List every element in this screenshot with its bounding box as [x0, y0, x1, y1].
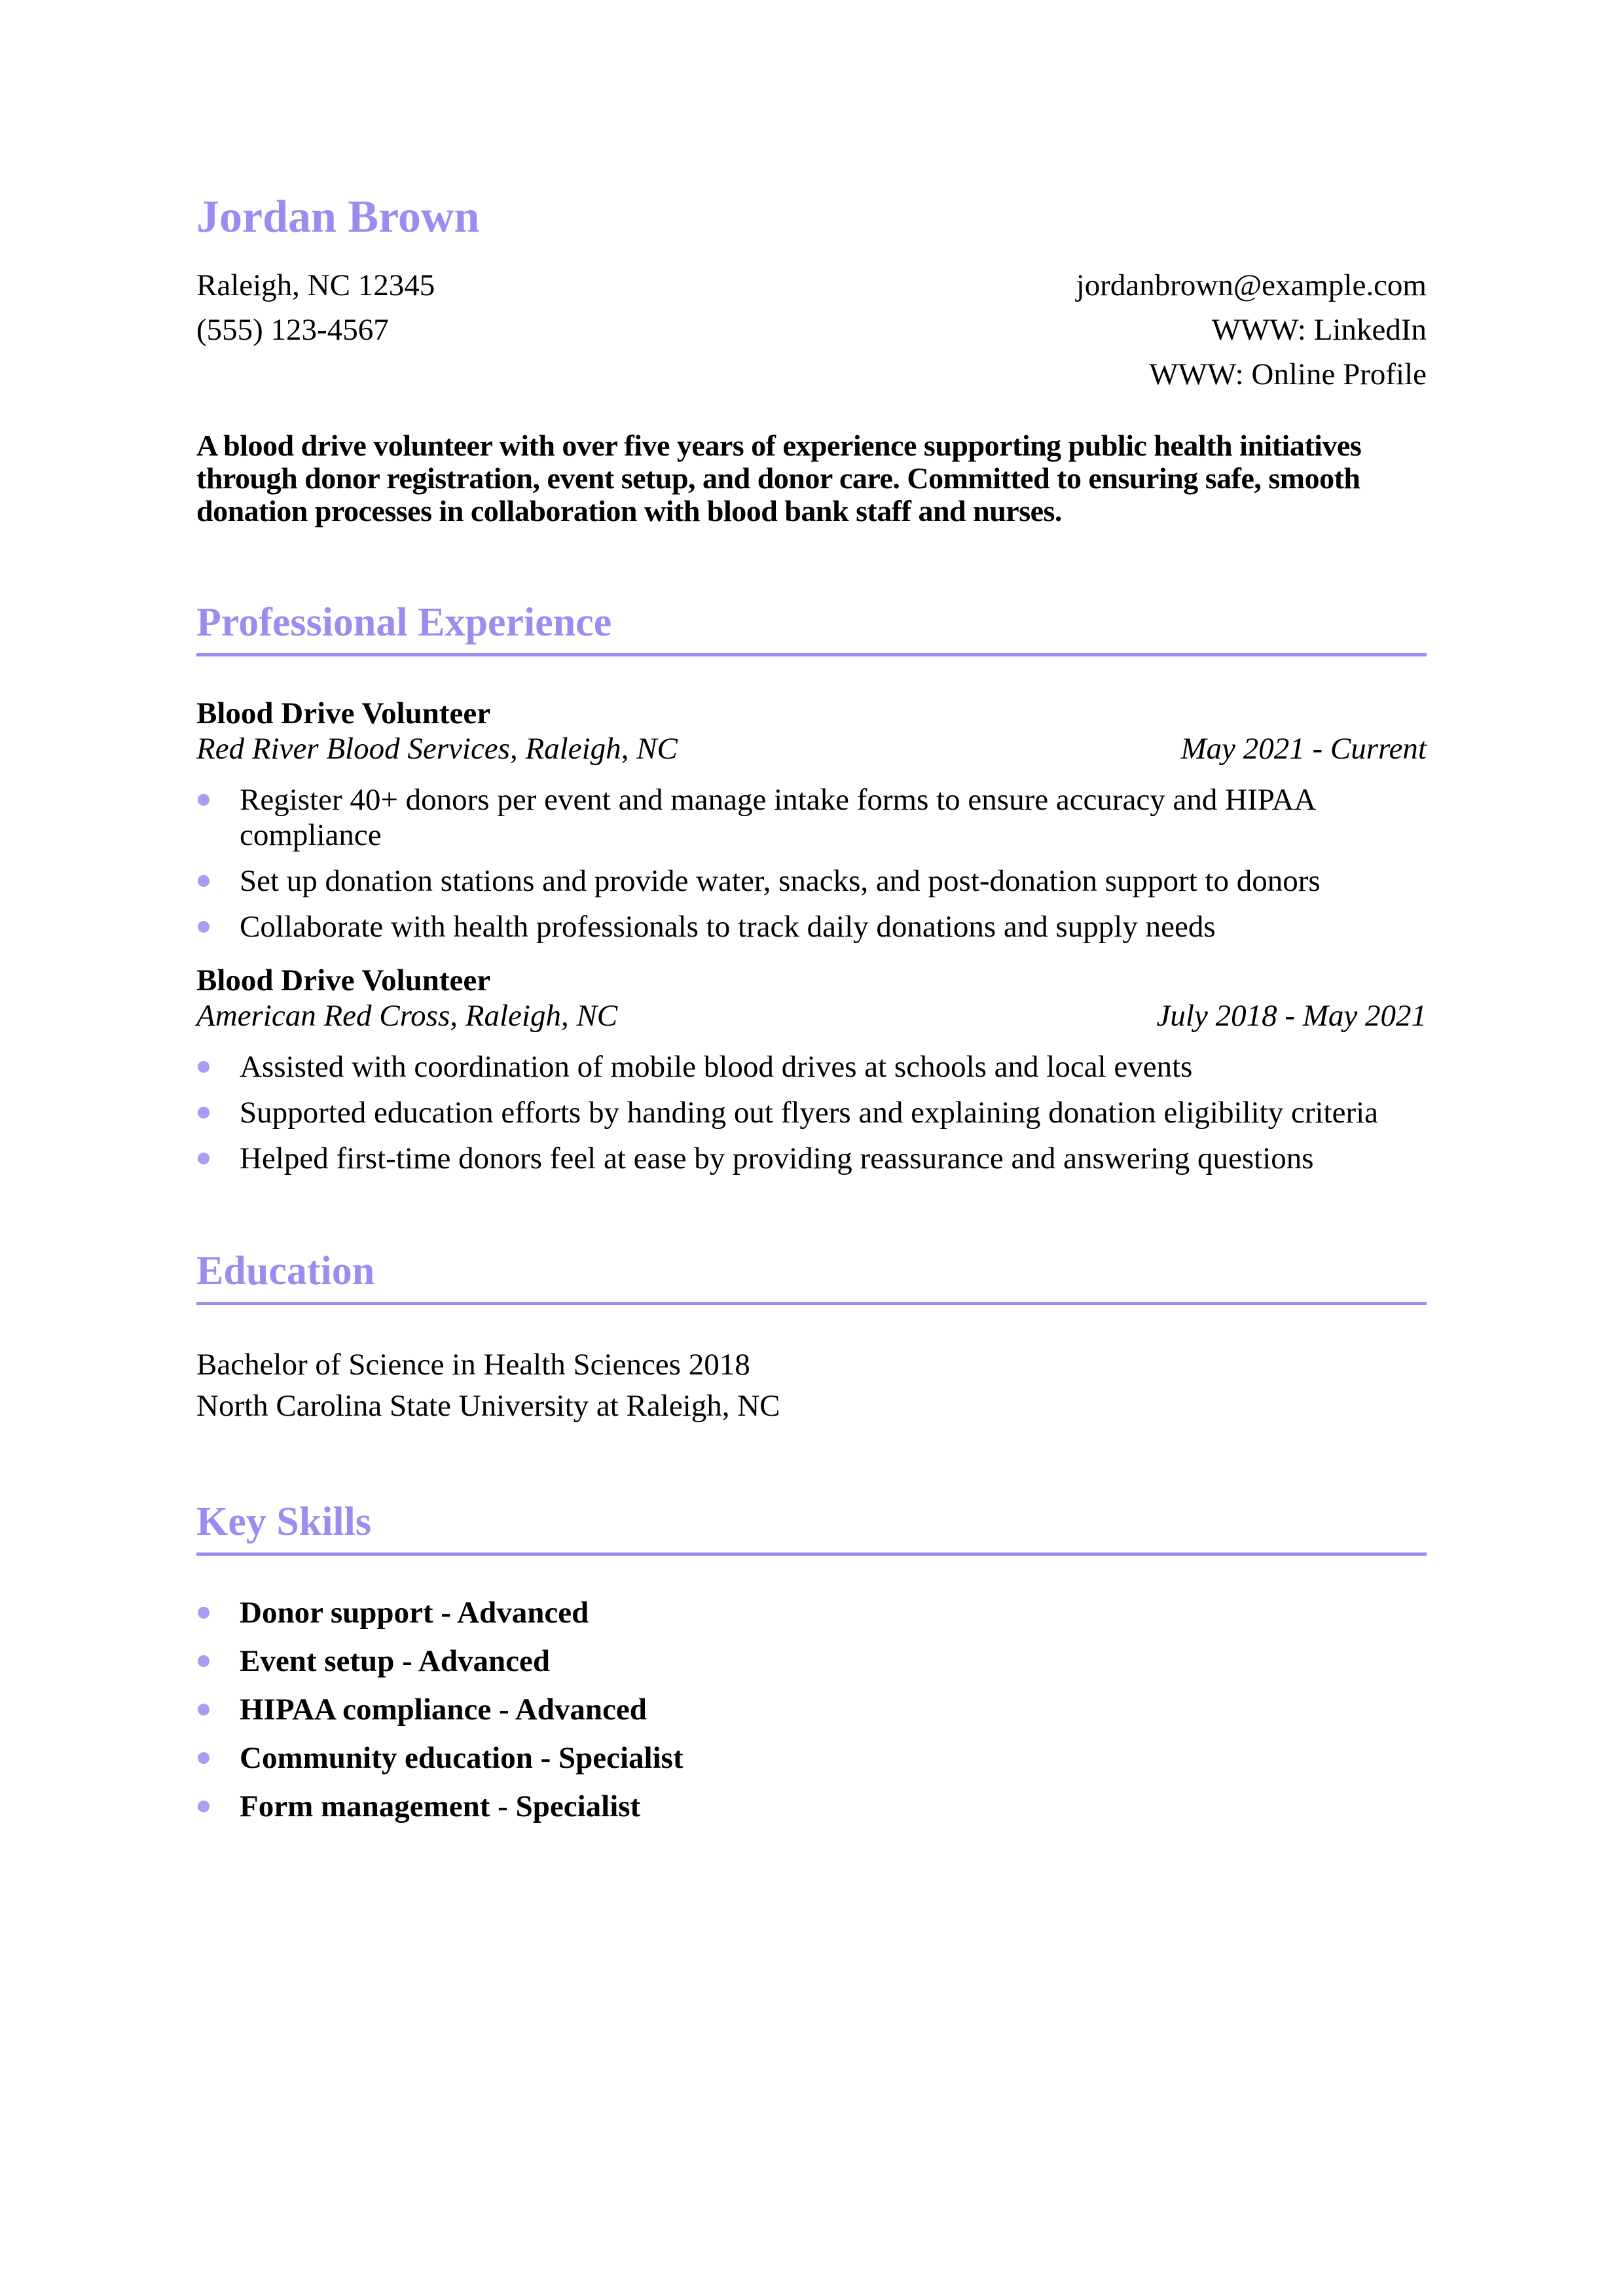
- skill-item: Form management - Specialist: [196, 1789, 1427, 1824]
- job-title: Blood Drive Volunteer: [196, 696, 491, 730]
- job-bullet-list: Assisted with coordination of mobile blo…: [196, 1049, 1427, 1176]
- contact-linkedin: WWW: LinkedIn: [1211, 313, 1427, 347]
- skill-item: Community education - Specialist: [196, 1740, 1427, 1776]
- job-bullet: Collaborate with health professionals to…: [196, 909, 1427, 944]
- job-dates: July 2018 - May 2021: [1156, 999, 1427, 1033]
- contact-location: Raleigh, NC 12345: [196, 268, 435, 302]
- education-school: North Carolina State University at Ralei…: [196, 1389, 780, 1423]
- job-bullet: Helped first-time donors feel at ease by…: [196, 1141, 1427, 1176]
- contact-online-profile: WWW: Online Profile: [1149, 357, 1427, 391]
- education-degree: Bachelor of Science in Health Sciences 2…: [196, 1348, 750, 1382]
- section-education: Education Bachelor of Science in Health …: [196, 1248, 1427, 1427]
- job-dates: May 2021 - Current: [1180, 732, 1427, 766]
- section-skills: Key Skills Donor support - Advanced Even…: [196, 1499, 1427, 1824]
- professional-summary: A blood drive volunteer with over five y…: [196, 429, 1362, 528]
- job-title: Blood Drive Volunteer: [196, 963, 491, 997]
- section-experience: Professional Experience Blood Drive Volu…: [196, 600, 1427, 1176]
- job-company: Red River Blood Services, Raleigh, NC: [196, 732, 678, 766]
- skill-item: Event setup - Advanced: [196, 1643, 1427, 1679]
- skills-heading: Key Skills: [196, 1499, 1427, 1556]
- skill-item: Donor support - Advanced: [196, 1595, 1427, 1630]
- job-bullet: Set up donation stations and provide wat…: [196, 863, 1427, 899]
- resume-header: Jordan Brown Raleigh, NC 12345 (555) 123…: [196, 191, 1427, 528]
- skills-list: Donor support - Advanced Event setup - A…: [196, 1595, 1427, 1824]
- contact-email: jordanbrown@example.com: [1076, 268, 1427, 302]
- contact-right: jordanbrown@example.com WWW: LinkedIn WW…: [1076, 263, 1427, 397]
- experience-content: Blood Drive Volunteer Red River Blood Se…: [196, 696, 1427, 1176]
- experience-heading: Professional Experience: [196, 600, 1427, 656]
- education-heading: Education: [196, 1248, 1427, 1305]
- job-entry: Blood Drive Volunteer American Red Cross…: [196, 963, 1427, 1176]
- job-bullet: Register 40+ donors per event and manage…: [196, 782, 1427, 853]
- job-company: American Red Cross, Raleigh, NC: [196, 999, 618, 1033]
- job-entry: Blood Drive Volunteer Red River Blood Se…: [196, 696, 1427, 944]
- contact-left: Raleigh, NC 12345 (555) 123-4567: [196, 263, 435, 352]
- person-name: Jordan Brown: [196, 192, 480, 242]
- skill-item: HIPAA compliance - Advanced: [196, 1692, 1427, 1727]
- skills-content: Donor support - Advanced Event setup - A…: [196, 1595, 1427, 1824]
- contact-phone: (555) 123-4567: [196, 313, 389, 347]
- job-meta: American Red Cross, Raleigh, NC July 201…: [196, 998, 1427, 1033]
- education-content: Bachelor of Science in Health Sciences 2…: [196, 1344, 1427, 1427]
- contact-row: Raleigh, NC 12345 (555) 123-4567 jordanb…: [196, 263, 1427, 397]
- job-meta: Red River Blood Services, Raleigh, NC Ma…: [196, 731, 1427, 766]
- job-bullet: Supported education efforts by handing o…: [196, 1095, 1427, 1130]
- job-bullet: Assisted with coordination of mobile blo…: [196, 1049, 1427, 1085]
- job-bullet-list: Register 40+ donors per event and manage…: [196, 782, 1427, 944]
